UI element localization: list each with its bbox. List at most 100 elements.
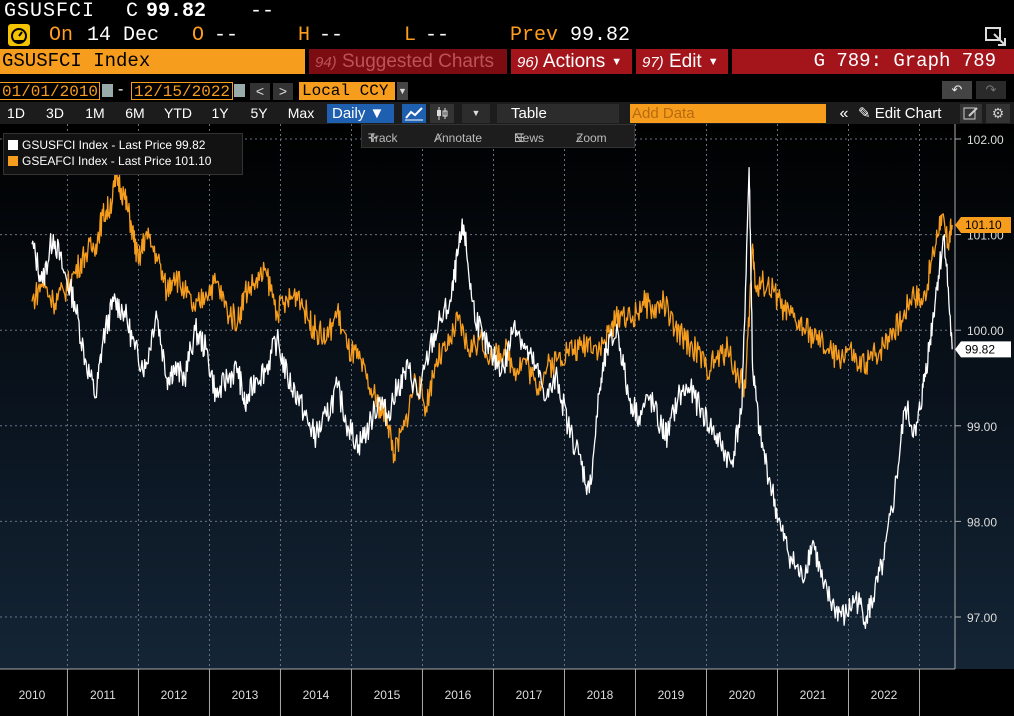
date-range-bar: 01/01/2010 - 12/15/2022 < > Local CCY ▼ (0, 80, 1014, 102)
actions-label: Actions (542, 51, 606, 72)
x-tick-label: 2015 (374, 688, 401, 702)
period-3d-button[interactable]: 3D (46, 105, 64, 121)
zoom-label: Zoom (576, 131, 607, 145)
line-chart-icon[interactable] (402, 104, 426, 123)
low-value: -- (425, 24, 450, 47)
magnifier-icon: ⌕ (576, 131, 583, 145)
x-tick-label: 2020 (729, 688, 756, 702)
high-value: -- (319, 24, 344, 47)
chart-type-dropdown-icon[interactable]: ▼ (462, 104, 490, 123)
chevron-down-icon: ▼ (707, 56, 719, 68)
on-value: 14 Dec (87, 24, 160, 47)
x-tick-label: 2017 (516, 688, 543, 702)
security-title[interactable]: GSUSFCI Index (0, 49, 305, 74)
edit-chart-label: Edit Chart (874, 105, 942, 122)
crosshair-icon: ✛ (368, 131, 379, 145)
track-label: Track (368, 131, 398, 145)
currency-select[interactable]: Local CCY (299, 82, 395, 100)
edit-number: 97) (642, 54, 664, 71)
last-price-label-gseafci-bg (955, 217, 1011, 234)
expand-window-icon[interactable] (984, 26, 1008, 48)
redo-icon[interactable]: ↷ (976, 81, 1006, 99)
open-value: -- (214, 24, 239, 47)
period-1d-button[interactable]: 1D (7, 105, 25, 121)
suggested-charts-number: 94) (315, 54, 337, 71)
x-tick-label: 2016 (445, 688, 472, 702)
add-data-input[interactable]: Add Data (630, 104, 826, 123)
period-ytd-button[interactable]: YTD (164, 105, 192, 121)
low-label: L (404, 24, 417, 47)
calendar-icon[interactable] (234, 84, 245, 97)
close-value: 99.82 (146, 0, 207, 23)
y-tick-label: 100.00 (967, 324, 1004, 338)
y-tick-label: 99.00 (967, 420, 997, 434)
date-separator: - (118, 81, 124, 98)
speedometer-icon[interactable] (8, 24, 30, 46)
last-price-label-gsusfci-bg (955, 341, 1011, 358)
x-tick-label: 2014 (303, 688, 330, 702)
pencil-icon: ✎ (858, 105, 871, 122)
prev-value: 99.82 (570, 24, 631, 47)
chart-legend: GSUSFCI Index - Last Price 99.82 GSEAFCI… (3, 133, 243, 175)
start-date-field[interactable]: 01/01/2010 (0, 82, 100, 101)
prev-label: Prev (510, 24, 559, 47)
table-button[interactable]: Table (497, 104, 619, 123)
series-line-gsusfci (31, 167, 953, 630)
chevron-down-icon[interactable]: ▼ (397, 82, 408, 100)
ticker-symbol: GSUSFCI (4, 0, 96, 23)
frequency-select[interactable]: Daily ▼ (327, 104, 394, 123)
period-6m-button[interactable]: 6M (125, 105, 145, 121)
calendar-icon[interactable] (102, 84, 113, 97)
gear-icon[interactable]: ⚙ (986, 104, 1010, 123)
news-icon: ☰ (514, 131, 525, 145)
last-price-label-gseafci: 101.10 (965, 218, 1002, 232)
x-tick-label: 2022 (871, 688, 898, 702)
function-bar: GSUSFCI Index 94) Suggested Charts 96) A… (0, 49, 1014, 74)
y-tick-label: 98.00 (967, 515, 997, 529)
edit-label: Edit (668, 51, 702, 72)
period-max-button[interactable]: Max (287, 105, 315, 121)
high-label: H (298, 24, 311, 47)
chevron-down-icon: ▼ (611, 56, 623, 68)
series-line-gseafci (31, 168, 953, 464)
previous-period-button[interactable]: < (250, 83, 270, 100)
legend-swatch (8, 140, 18, 150)
x-axis-band (0, 669, 1014, 716)
edit-chart-button[interactable]: ✎ Edit Chart (858, 104, 954, 123)
on-label: On (49, 24, 74, 47)
x-tick-label: 2012 (161, 688, 188, 702)
chart-area[interactable]: 102.00 101.00 100.00 99.00 98.00 97.00 2010 201… (0, 124, 1014, 716)
collapse-icon[interactable]: « (839, 105, 849, 122)
change-value: -- (250, 0, 275, 23)
undo-icon[interactable]: ↶ (942, 81, 972, 99)
period-5y-button[interactable]: 5Y (250, 105, 268, 121)
period-1y-button[interactable]: 1Y (211, 105, 229, 121)
actions-menu-button[interactable]: 96) Actions ▼ (511, 49, 632, 74)
chart-tools-bar: ✛ Track ⟋ Annotate ☰ News ⌕ Zoom (361, 124, 635, 148)
end-date-field[interactable]: 12/15/2022 (131, 82, 233, 101)
x-tick-label: 2011 (90, 688, 116, 702)
quote-line: GSUSFCI C 99.82 -- (0, 0, 1014, 24)
news-label: News (514, 131, 545, 145)
x-tick-label: 2018 (587, 688, 614, 702)
legend-swatch (8, 156, 18, 166)
legend-item-gsusfci: GSUSFCI Index - Last Price 99.82 (8, 137, 205, 153)
suggested-charts-label: Suggested Charts (341, 51, 495, 72)
triangle-down-icon: ▼ (369, 105, 385, 122)
next-period-button[interactable]: > (273, 83, 293, 100)
price-stats-line: On 14 Dec O -- H -- L -- Prev 99.82 (0, 24, 1014, 48)
chart-toolbar: ↶ ↷ 1D 3D 1M 6M YTD 1Y 5Y Max Daily ▼ ▼ … (0, 81, 1014, 124)
period-1m-button[interactable]: 1M (85, 105, 105, 121)
pencil-icon: ⟋ (434, 131, 443, 145)
x-tick-label: 2021 (800, 688, 827, 702)
x-tick-label: 2019 (658, 688, 685, 702)
candlestick-icon[interactable] (430, 104, 454, 123)
edit-menu-button[interactable]: 97) Edit ▼ (636, 49, 728, 74)
close-label: C (126, 0, 139, 23)
last-price-label-gsusfci: 99.82 (965, 342, 995, 356)
open-label: O (192, 24, 205, 47)
chart-settings-icon[interactable] (960, 104, 982, 123)
graph-name-button[interactable]: G 789: Graph 789 (732, 49, 1014, 74)
suggested-charts-button[interactable]: 94) Suggested Charts (309, 49, 507, 74)
